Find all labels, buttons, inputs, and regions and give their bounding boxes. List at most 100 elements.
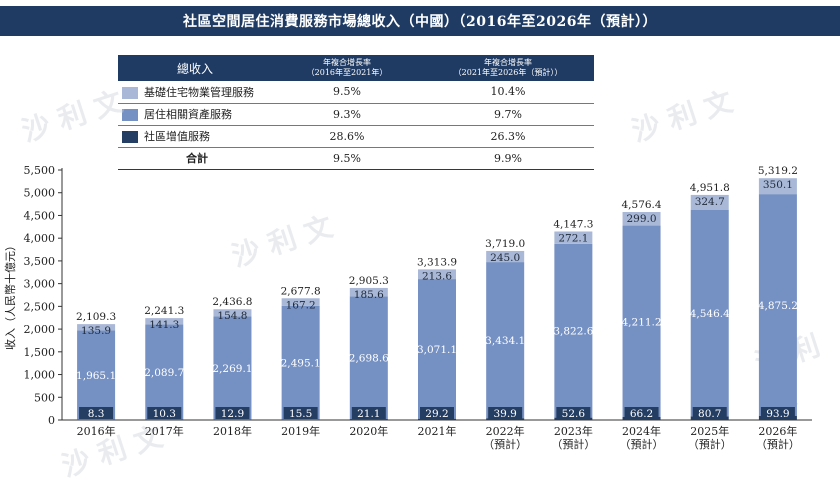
x-tick-label: 2018年 — [213, 424, 252, 438]
bar-segment — [622, 225, 661, 417]
x-tick-label: （預計） — [756, 437, 800, 451]
bar-segment — [77, 330, 116, 420]
legend-swatch — [122, 109, 138, 121]
bar-segment — [213, 419, 252, 420]
bar-label-box — [760, 407, 795, 419]
bar-label-top: 213.6 — [422, 270, 452, 282]
bar-label-bottom: 29.2 — [425, 408, 448, 420]
chart-title: 社區空間居住消費服務市場總收入（中國）（2016年至2026年（預計）） — [0, 6, 840, 36]
bar-label-box — [488, 407, 523, 419]
legend-table: 總收入 年複合增長率 （2016年至2021年） 年複合增長率 （2021年至202… — [118, 55, 594, 170]
bar-total-label: 5,319.2 — [758, 165, 798, 177]
y-tick-label: 0 — [48, 414, 55, 427]
bar-label-middle: 2,269.1 — [212, 363, 252, 375]
bar-segment — [758, 178, 797, 195]
legend-row-cagr2: 26.3% — [490, 129, 526, 143]
bar-label-top: 154.8 — [217, 310, 247, 322]
legend-total-cagr2: 9.9% — [494, 151, 522, 165]
bar-segment — [349, 287, 388, 297]
bar-label-middle: 2,698.6 — [349, 353, 389, 365]
bar-segment — [690, 194, 729, 210]
legend-row-cagr2: 10.4% — [490, 85, 526, 99]
legend-row-cagr1: 28.6% — [329, 129, 365, 143]
bar-label-middle: 3,434.1 — [485, 335, 525, 347]
legend-row-name: 居住相關資產服務 — [144, 108, 232, 121]
bar-label-middle: 3,822.6 — [553, 326, 593, 338]
y-tick-label: 5,500 — [24, 164, 56, 177]
y-tick-label: 1,500 — [24, 346, 56, 359]
bar-label-bottom: 10.3 — [153, 408, 176, 420]
bar-total-label: 4,951.8 — [690, 182, 730, 194]
bar-total-label: 4,147.3 — [553, 218, 593, 230]
legend-table-header: 總收入 年複合增長率 （2016年至2021年） 年複合增長率 （2021年至202… — [118, 55, 594, 81]
bar-label-middle: 4,211.2 — [622, 316, 662, 328]
legend-swatch — [122, 131, 138, 143]
bar-segment — [486, 250, 525, 263]
bar-segment — [145, 324, 184, 420]
bar-total-label: 2,241.3 — [144, 305, 184, 317]
x-tick-label: （預計） — [551, 437, 595, 451]
x-tick-label: 2022年 — [486, 424, 525, 438]
bar-label-bottom: 52.6 — [562, 408, 586, 420]
bar-segment — [554, 243, 593, 418]
bar-total-label: 4,576.4 — [622, 199, 662, 211]
bar-segment — [418, 269, 456, 280]
bar-total-label: 2,905.3 — [349, 275, 389, 287]
y-tick-label: 3,000 — [24, 278, 56, 291]
legend-total-cagr1: 9.5% — [333, 151, 361, 165]
bar-segment — [349, 419, 388, 420]
y-tick-label: 1,000 — [24, 369, 56, 382]
x-tick-label: （預計） — [483, 437, 527, 451]
bar-total-label: 2,677.8 — [281, 285, 321, 297]
bar-label-middle: 2,495.1 — [281, 358, 321, 370]
bar-label-top: 272.1 — [558, 232, 588, 244]
x-tick-label: 2023年 — [554, 424, 593, 438]
bar-label-bottom: 15.5 — [289, 408, 312, 420]
bar-label-middle: 4,875.2 — [758, 300, 798, 312]
legend-row-name: 基礎住宅物業管理服務 — [144, 85, 254, 99]
legend-header-cagr1: 年複合增長率 （2016年至2021年） — [306, 58, 388, 77]
legend-header-cagr2: 年複合增長率 （2021年至2026年（預計）） — [453, 58, 563, 77]
bar-label-box — [215, 407, 250, 419]
bar-segment — [622, 211, 661, 226]
bar-label-bottom: 66.2 — [630, 408, 653, 420]
bar-segment — [77, 324, 116, 331]
bar-label-box — [556, 407, 591, 419]
legend-row-name: 社區增值服務 — [144, 130, 210, 143]
legend-row: 社區增值服務 28.6% 26.3% — [118, 125, 594, 147]
bar-label-box — [283, 407, 318, 419]
bar-label-box — [351, 407, 386, 419]
x-tick-label: 2024年 — [622, 424, 661, 438]
legend-row-cagr1: 9.5% — [333, 85, 361, 99]
bar-label-box — [692, 407, 727, 419]
bar-segment — [486, 418, 525, 420]
bar-label-bottom: 80.7 — [698, 408, 721, 420]
bar-segment — [418, 418, 456, 420]
legend-swatch — [122, 86, 138, 99]
bar-segment — [281, 305, 320, 420]
bar-total-label: 2,436.8 — [212, 296, 252, 308]
bar-segment — [77, 419, 116, 421]
bar-segment — [145, 419, 184, 421]
legend-row-cagr2: 9.7% — [494, 107, 522, 121]
bar-label-bottom: 39.9 — [493, 408, 516, 420]
bar-segment — [145, 318, 184, 325]
bar-label-bottom: 8.3 — [88, 408, 105, 420]
bar-label-top: 350.1 — [763, 179, 793, 191]
x-tick-label: 2026年 — [758, 424, 797, 438]
bar-label-box — [420, 407, 454, 419]
bar-segment — [281, 419, 320, 420]
y-axis-label: 收入（人民幣十億元） — [3, 240, 17, 350]
y-tick-label: 4,000 — [24, 232, 56, 245]
bar-label-top: 185.6 — [354, 289, 384, 301]
bar-label-bottom: 93.9 — [766, 408, 789, 420]
bar-label-top: 299.0 — [627, 213, 657, 225]
bar-segment — [690, 209, 729, 417]
bar-segment — [554, 231, 593, 244]
bar-label-middle: 2,089.7 — [144, 367, 184, 379]
y-tick-label: 4,500 — [24, 209, 56, 222]
bar-label-bottom: 21.1 — [357, 408, 380, 420]
x-tick-label: 2021年 — [418, 424, 457, 438]
legend-header-name: 總收入 — [176, 61, 213, 76]
